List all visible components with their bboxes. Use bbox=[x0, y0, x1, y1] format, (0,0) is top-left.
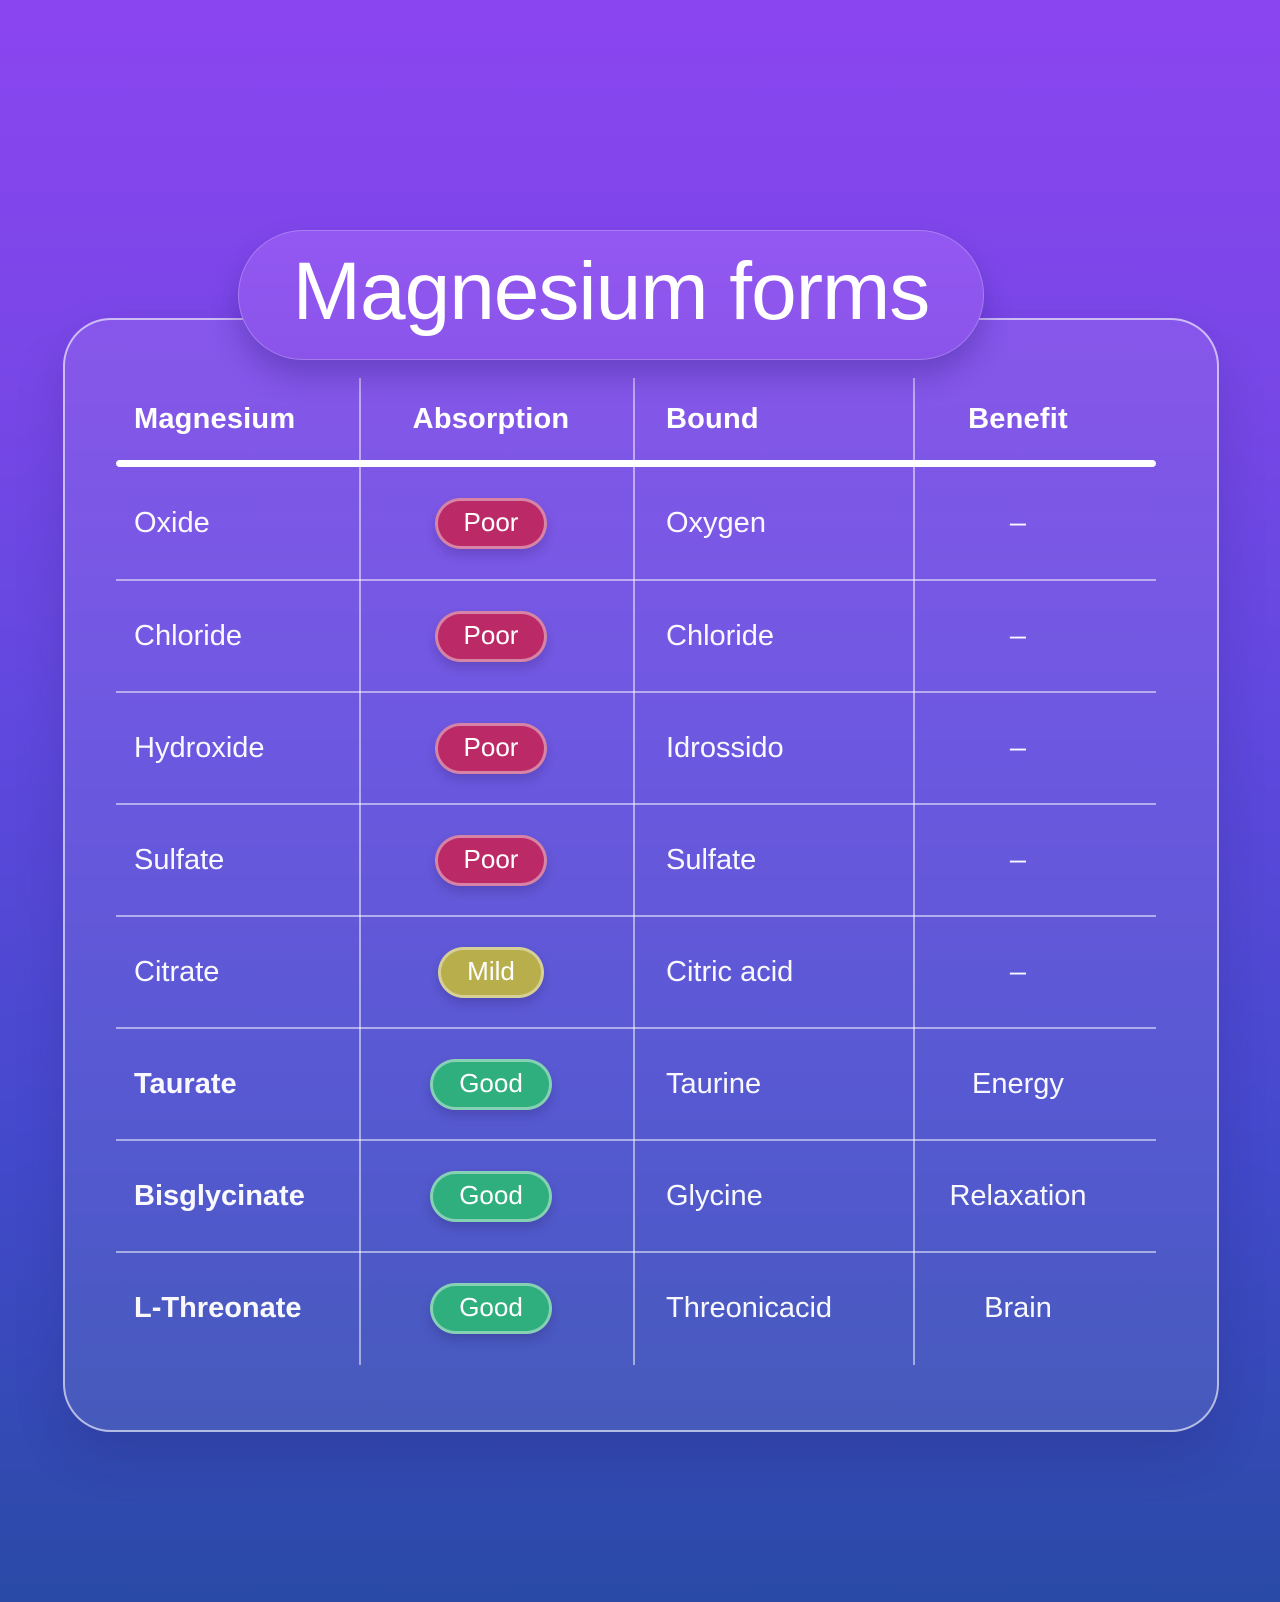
table-rows: Oxide Poor Oxygen – Chloride Poor Chlori… bbox=[116, 467, 1156, 1363]
absorption-badge-label: Good bbox=[459, 1179, 523, 1210]
table-header-row: Magnesium Absorption Bound Benefit bbox=[116, 378, 1156, 460]
bound-substance: Idrossido bbox=[666, 731, 784, 764]
column-header-benefit: Benefit bbox=[968, 402, 1068, 435]
magnesium-name-cell: Citrate bbox=[116, 956, 360, 989]
absorption-badge-label: Good bbox=[459, 1291, 523, 1322]
benefit-value: – bbox=[1009, 843, 1027, 876]
column-header-bound: Bound bbox=[666, 402, 759, 435]
benefit-value: – bbox=[1009, 506, 1027, 539]
magnesium-name: Chloride bbox=[134, 619, 242, 652]
absorption-badge: Poor bbox=[434, 497, 548, 549]
absorption-badge-label: Mild bbox=[467, 955, 515, 986]
column-header-absorption: Absorption bbox=[412, 402, 570, 435]
magnesium-name-cell: Oxide bbox=[116, 507, 360, 540]
absorption-badge: Good bbox=[430, 1282, 552, 1334]
benefit-cell: Relaxation bbox=[914, 1180, 1156, 1213]
benefit-value: Relaxation bbox=[949, 1179, 1087, 1212]
header-underline bbox=[116, 460, 1156, 467]
magnesium-name: Citrate bbox=[134, 955, 220, 988]
magnesium-table: Magnesium Absorption Bound Benefit Oxide… bbox=[116, 378, 1156, 1365]
magnesium-name-cell: Sulfate bbox=[116, 844, 360, 877]
bound-substance: Citric acid bbox=[666, 955, 794, 988]
bound-substance: Oxygen bbox=[666, 506, 766, 539]
bound-cell: Citric acid bbox=[634, 956, 914, 989]
title-badge: Magnesium forms bbox=[238, 230, 984, 360]
benefit-cell: – bbox=[914, 732, 1156, 765]
table-row: Hydroxide Poor Idrossido – bbox=[116, 691, 1156, 803]
absorption-badge: Poor bbox=[434, 722, 548, 774]
absorption-badge-label: Poor bbox=[463, 619, 519, 650]
absorption-badge: Poor bbox=[434, 610, 548, 662]
table-row: Citrate Mild Citric acid – bbox=[116, 915, 1156, 1027]
benefit-cell: Brain bbox=[914, 1292, 1156, 1325]
column-divider bbox=[633, 378, 635, 1365]
magnesium-name-cell: L-Threonate bbox=[116, 1292, 360, 1325]
absorption-badge: Mild bbox=[438, 946, 544, 998]
bound-substance: Taurine bbox=[666, 1067, 762, 1100]
benefit-value: – bbox=[1009, 955, 1027, 988]
magnesium-name: Hydroxide bbox=[134, 731, 265, 764]
absorption-cell: Good bbox=[360, 1282, 634, 1334]
page-title: Magnesium forms bbox=[292, 246, 931, 337]
bound-cell: Glycine bbox=[634, 1180, 914, 1213]
absorption-cell: Good bbox=[360, 1058, 634, 1110]
bound-substance: Glycine bbox=[666, 1179, 763, 1212]
table-row: Oxide Poor Oxygen – bbox=[116, 467, 1156, 579]
benefit-cell: Energy bbox=[914, 1068, 1156, 1101]
magnesium-name-cell: Chloride bbox=[116, 620, 360, 653]
absorption-badge: Good bbox=[430, 1170, 552, 1222]
benefit-value: Energy bbox=[972, 1067, 1064, 1100]
bound-substance: Sulfate bbox=[666, 843, 757, 876]
magnesium-name-cell: Hydroxide bbox=[116, 732, 360, 765]
magnesium-name: Oxide bbox=[134, 506, 210, 539]
benefit-value: – bbox=[1009, 619, 1027, 652]
absorption-badge-label: Poor bbox=[463, 731, 519, 762]
bound-cell: Taurine bbox=[634, 1068, 914, 1101]
bound-substance: Threonicacid bbox=[666, 1291, 833, 1324]
absorption-cell: Poor bbox=[360, 722, 634, 774]
absorption-cell: Poor bbox=[360, 497, 634, 549]
magnesium-name-cell: Bisglycinate bbox=[116, 1180, 360, 1213]
bound-cell: Idrossido bbox=[634, 732, 914, 765]
table-row: Taurate Good Taurine Energy bbox=[116, 1027, 1156, 1139]
benefit-cell: – bbox=[914, 844, 1156, 877]
benefit-cell: – bbox=[914, 956, 1156, 989]
absorption-cell: Poor bbox=[360, 834, 634, 886]
benefit-value: – bbox=[1009, 731, 1027, 764]
bound-cell: Oxygen bbox=[634, 507, 914, 540]
column-header-magnesium: Magnesium bbox=[134, 402, 296, 435]
absorption-badge: Poor bbox=[434, 834, 548, 886]
benefit-cell: – bbox=[914, 620, 1156, 653]
magnesium-name: Taurate bbox=[134, 1067, 237, 1100]
table-row: Sulfate Poor Sulfate – bbox=[116, 803, 1156, 915]
magnesium-name: Sulfate bbox=[134, 843, 225, 876]
bound-cell: Threonicacid bbox=[634, 1292, 914, 1325]
table-row: Chloride Poor Chloride – bbox=[116, 579, 1156, 691]
table-row: Bisglycinate Good Glycine Relaxation bbox=[116, 1139, 1156, 1251]
absorption-cell: Good bbox=[360, 1170, 634, 1222]
bound-cell: Sulfate bbox=[634, 844, 914, 877]
table-row: L-Threonate Good Threonicacid Brain bbox=[116, 1251, 1156, 1363]
benefit-value: Brain bbox=[984, 1291, 1052, 1324]
magnesium-name-cell: Taurate bbox=[116, 1068, 360, 1101]
absorption-badge: Good bbox=[430, 1058, 552, 1110]
absorption-badge-label: Poor bbox=[463, 843, 519, 874]
benefit-cell: – bbox=[914, 507, 1156, 540]
absorption-cell: Mild bbox=[360, 946, 634, 998]
column-divider bbox=[359, 378, 361, 1365]
magnesium-name: L-Threonate bbox=[134, 1291, 302, 1324]
absorption-badge-label: Poor bbox=[463, 506, 519, 537]
bound-cell: Chloride bbox=[634, 620, 914, 653]
magnesium-name: Bisglycinate bbox=[134, 1179, 305, 1212]
column-divider bbox=[913, 378, 915, 1365]
absorption-badge-label: Good bbox=[459, 1067, 523, 1098]
table-card: Magnesium Absorption Bound Benefit Oxide… bbox=[63, 318, 1219, 1432]
absorption-cell: Poor bbox=[360, 610, 634, 662]
bound-substance: Chloride bbox=[666, 619, 774, 652]
